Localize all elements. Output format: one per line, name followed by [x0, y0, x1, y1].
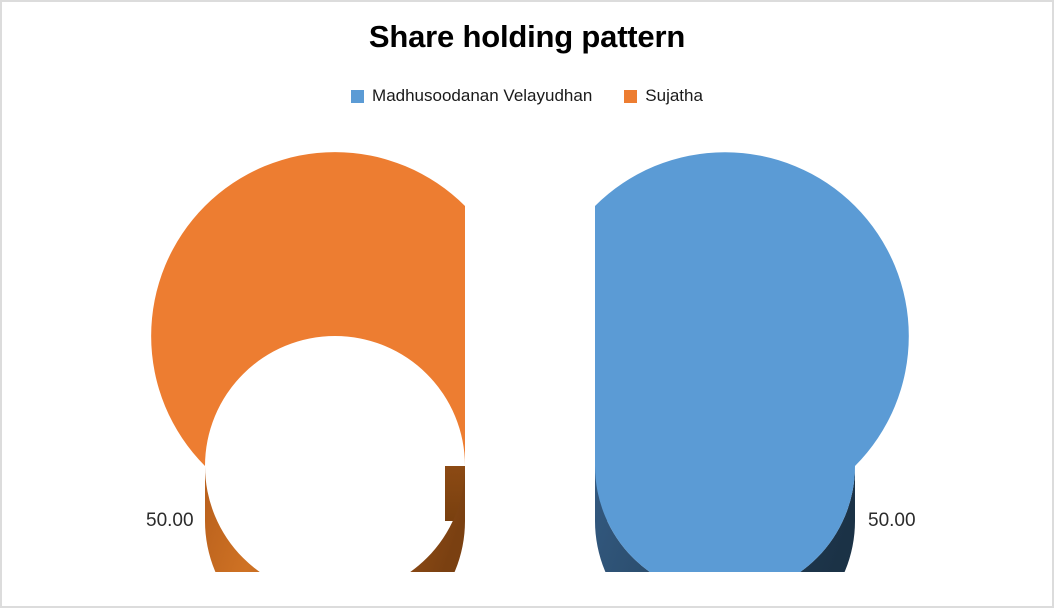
- data-label-sujatha: 50.00: [146, 510, 194, 531]
- legend-item-madhusoodanan-velayudhan[interactable]: Madhusoodanan Velayudhan: [351, 86, 592, 106]
- pie-slice-sujatha[interactable]: [151, 152, 465, 572]
- pie-chart-plot-area: 50.00 50.00: [2, 132, 1052, 572]
- legend-swatch-blue-icon: [351, 89, 365, 103]
- legend-label-madhusoodanan-velayudhan: Madhusoodanan Velayudhan: [372, 86, 593, 105]
- legend-item-sujatha[interactable]: Sujatha: [624, 86, 703, 106]
- legend-swatch-orange-icon: [624, 89, 638, 103]
- data-label-madhusoodanan-velayudhan: 50.00: [868, 510, 916, 531]
- pie-slice-madhusoodanan-velayudhan-top: [595, 152, 909, 572]
- chart-legend: Madhusoodanan Velayudhan Sujatha: [2, 86, 1052, 106]
- chart-title: Share holding pattern: [368, 19, 686, 54]
- pie-slice-madhusoodanan-velayudhan-side-wall: [595, 466, 855, 572]
- pie-slice-sujatha-top: [151, 152, 465, 466]
- pie-slice-sujatha-side-wall: [205, 466, 465, 572]
- pie-slice-madhusoodanan-velayudhan[interactable]: [595, 152, 909, 572]
- legend-label-sujatha: Sujatha: [645, 86, 703, 105]
- pie-chart-svg: [151, 152, 909, 572]
